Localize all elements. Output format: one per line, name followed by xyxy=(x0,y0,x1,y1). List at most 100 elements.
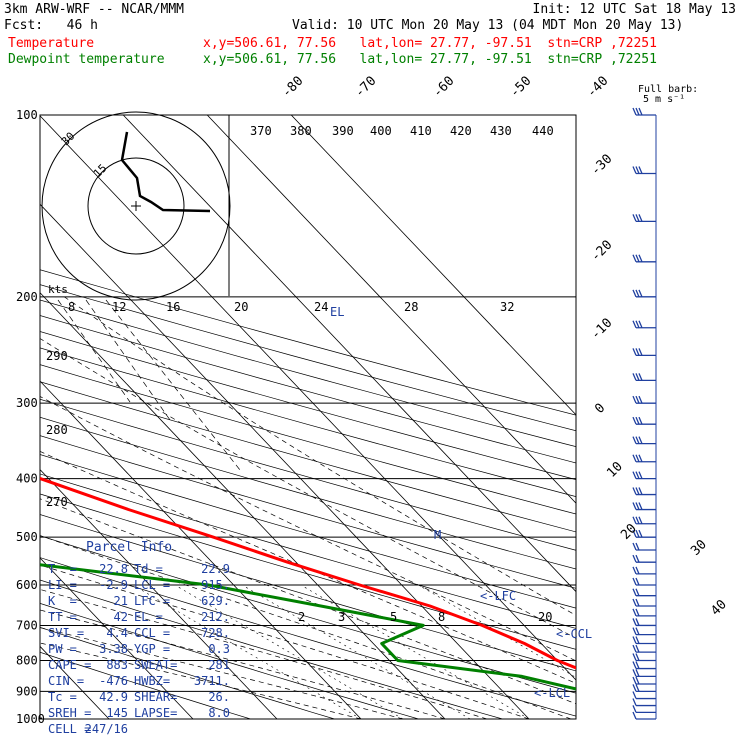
parcel-row: CELL = 247/16 xyxy=(48,722,234,738)
pressure-tick-label: 1000 xyxy=(16,712,45,726)
isotherm-line xyxy=(40,557,194,719)
wind-barb xyxy=(632,566,656,575)
parcel-key: CIN = xyxy=(48,674,85,688)
theta-label: 430 xyxy=(490,124,512,138)
legend-dewpoint-info: x,y=506.61, 77.56 lat,lon= 27.77, -97.51… xyxy=(203,52,657,67)
isotherm-label: -10 xyxy=(588,316,615,343)
dry-adiabat-line xyxy=(40,416,576,570)
dry-adiabat-line xyxy=(40,651,251,719)
wind-barb xyxy=(632,436,656,445)
parcel-row: LI = -2.9 LCL = 915. xyxy=(48,578,234,594)
parcel-key: PW = xyxy=(48,642,77,656)
pressure-tick-label: 200 xyxy=(16,290,38,304)
wind-barb xyxy=(632,320,656,329)
moist-adiabat-line xyxy=(40,498,576,705)
parcel-value: -476 xyxy=(99,674,128,688)
isotherm-label: -60 xyxy=(430,74,457,101)
parcel-value: 42.9 xyxy=(99,690,128,704)
parcel-row: Tc = 42.9 SHEAR= 26. xyxy=(48,690,234,706)
parcel-row: SVI = 4.4 CCL = 728. xyxy=(48,626,234,642)
wind-barb xyxy=(632,577,656,586)
isotherm-line xyxy=(40,203,530,719)
speed-scale-label: 20 xyxy=(234,300,248,314)
dry-adiabat-line xyxy=(40,557,576,717)
level-annotation: <-LFC xyxy=(480,589,516,603)
wind-barb xyxy=(632,416,656,425)
mixing-ratio-line xyxy=(132,584,362,719)
wind-barbs xyxy=(632,107,657,720)
parcel-value: 145 xyxy=(106,706,128,720)
chart-grid xyxy=(40,115,576,719)
level-annotation: <-LCL xyxy=(534,686,570,700)
parcel-value: 22.8 xyxy=(99,562,128,576)
parcel-value: 915. xyxy=(201,578,230,592)
parcel-key: YGP = xyxy=(134,642,171,656)
wind-barb xyxy=(632,705,656,714)
parcel-key: TT = xyxy=(48,610,77,624)
dewpoint-trace xyxy=(40,563,576,691)
speed-guide-line xyxy=(85,299,171,421)
moist-adiabat-line xyxy=(40,564,530,719)
dry-adiabat-line xyxy=(40,435,576,589)
parcel-info-title: Parcel Info xyxy=(86,540,173,555)
parcel-value: 21 xyxy=(113,594,128,608)
parcel-key: CAPE = xyxy=(48,658,92,672)
theta-label: 390 xyxy=(332,124,354,138)
pressure-tick-label: 500 xyxy=(16,530,38,544)
isotherm-line xyxy=(40,115,576,681)
isotherm-label: 40 xyxy=(708,597,730,619)
theta-lower-label: 280 xyxy=(46,423,68,437)
mixing-ratio-line xyxy=(174,584,404,719)
wind-barb xyxy=(632,373,656,382)
dry-adiabat-line xyxy=(40,514,576,672)
mixing-ratio-line xyxy=(300,584,530,719)
isotherm-line xyxy=(206,115,576,504)
hodograph-trace xyxy=(120,131,211,213)
parcel-value: 0.3 xyxy=(208,642,230,656)
parcel-row: PW = 3.38 YGP = 0.3 xyxy=(48,642,234,658)
isotherm-label: -30 xyxy=(588,152,615,179)
theta-lower-label: 290 xyxy=(46,349,68,363)
wind-barb xyxy=(632,669,656,678)
wind-barb xyxy=(632,289,656,298)
wind-barb xyxy=(632,502,656,511)
moist-adiabat-line xyxy=(40,535,572,719)
dry-adiabat-line xyxy=(40,626,335,719)
mixing-ratio-label: 8 xyxy=(438,610,445,624)
level-annotation: M xyxy=(434,528,441,542)
valid-time: Valid: 10 UTC Mon 20 May 13 (04 MDT Mon … xyxy=(292,18,684,33)
isotherm-line xyxy=(40,468,278,719)
dry-adiabat-line xyxy=(40,454,576,609)
parcel-key: LCL = xyxy=(134,578,171,592)
isotherm-line xyxy=(40,380,362,719)
parcel-key: LI = xyxy=(48,578,77,592)
parcel-row: T = 22.8 Td = 22.9 xyxy=(48,562,234,578)
wind-barb xyxy=(632,395,656,404)
moist-adiabat-line xyxy=(40,450,576,684)
parcel-value: 629. xyxy=(201,594,230,608)
dry-adiabat-line xyxy=(40,473,576,629)
parcel-key: SREH = xyxy=(48,706,92,720)
pressure-tick-label: 600 xyxy=(16,578,38,592)
pressure-tick-label: 400 xyxy=(16,472,38,486)
dry-adiabat-line xyxy=(40,493,576,650)
mixing-ratio-label: 3 xyxy=(338,610,345,624)
isotherm-label: -50 xyxy=(507,74,534,101)
speed-scale-label: 24 xyxy=(314,300,328,314)
speed-guide-line xyxy=(105,299,241,471)
theta-lower-label: 270 xyxy=(46,495,68,509)
speed-guide-line xyxy=(57,299,131,403)
barb-key-line1: Full barb: xyxy=(638,84,699,95)
hodograph-ring-inner xyxy=(87,157,185,255)
parcel-value: 42 xyxy=(113,610,128,624)
wind-barb xyxy=(632,598,656,607)
parcel-key: HWBZ= xyxy=(134,674,171,688)
hodograph-ring-label: 30 xyxy=(59,130,78,149)
speed-scale-label: 16 xyxy=(166,300,180,314)
mixing-ratio-line xyxy=(241,584,471,719)
parcel-key: Td = xyxy=(134,562,163,576)
parcel-row: CAPE = 883 SWEAT= 281 xyxy=(48,658,234,674)
parcel-value: 728. xyxy=(201,626,230,640)
parcel-value: 3711. xyxy=(193,674,230,688)
theta-label: 420 xyxy=(450,124,472,138)
